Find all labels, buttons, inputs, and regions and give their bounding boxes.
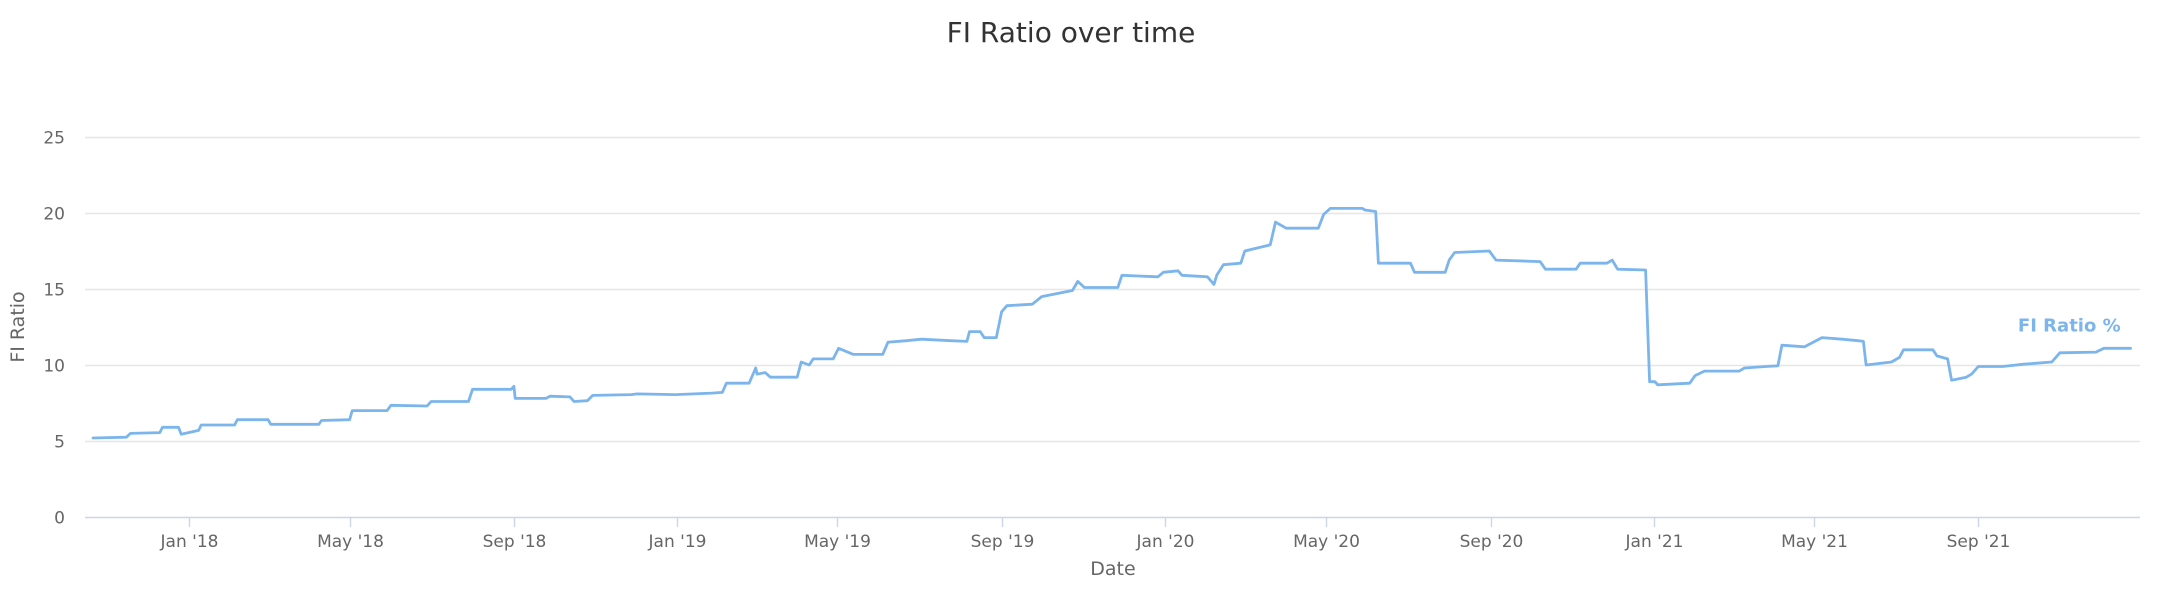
series-layer: FI Ratio %	[91, 207, 2132, 440]
y-tick-label: 5	[54, 433, 65, 453]
y-tick-label: 0	[54, 509, 65, 529]
y-axis-ticks: 0 5 10 15 20 25	[43, 129, 65, 529]
y-tick-label: 15	[43, 281, 65, 301]
chart-title: FI Ratio over time	[947, 16, 1196, 49]
x-tick-label: Jan '20	[1136, 532, 1195, 552]
x-tick-label: Sep '20	[1460, 532, 1524, 552]
x-tick-label: Jan '18	[160, 532, 219, 552]
gridlines	[85, 136, 2140, 443]
x-tick-label: Sep '21	[1947, 532, 2011, 552]
x-tick-label: May '19	[804, 532, 871, 552]
x-axis-ticks: Jan '18 May '18 Sep '18 Jan '19 May '19 Sep '…	[160, 517, 2011, 552]
x-tick-label: May '18	[317, 532, 384, 552]
x-tick-label: May '20	[1293, 532, 1360, 552]
series-label: FI Ratio %	[2018, 315, 2121, 336]
x-tick-label: Sep '19	[971, 532, 1035, 552]
x-tick-label: Jan '21	[1625, 532, 1684, 552]
x-tick-label: Sep '18	[483, 532, 547, 552]
series-line-fi-ratio[interactable]	[91, 207, 2132, 440]
y-tick-label: 10	[43, 357, 65, 377]
x-axis-title: Date	[1090, 558, 1135, 580]
y-tick-label: 20	[43, 205, 65, 225]
x-tick-label: May '21	[1781, 532, 1848, 552]
y-axis-title: FI Ratio	[7, 291, 29, 362]
x-tick-label: Jan '19	[648, 532, 707, 552]
y-tick-label: 25	[43, 129, 65, 149]
